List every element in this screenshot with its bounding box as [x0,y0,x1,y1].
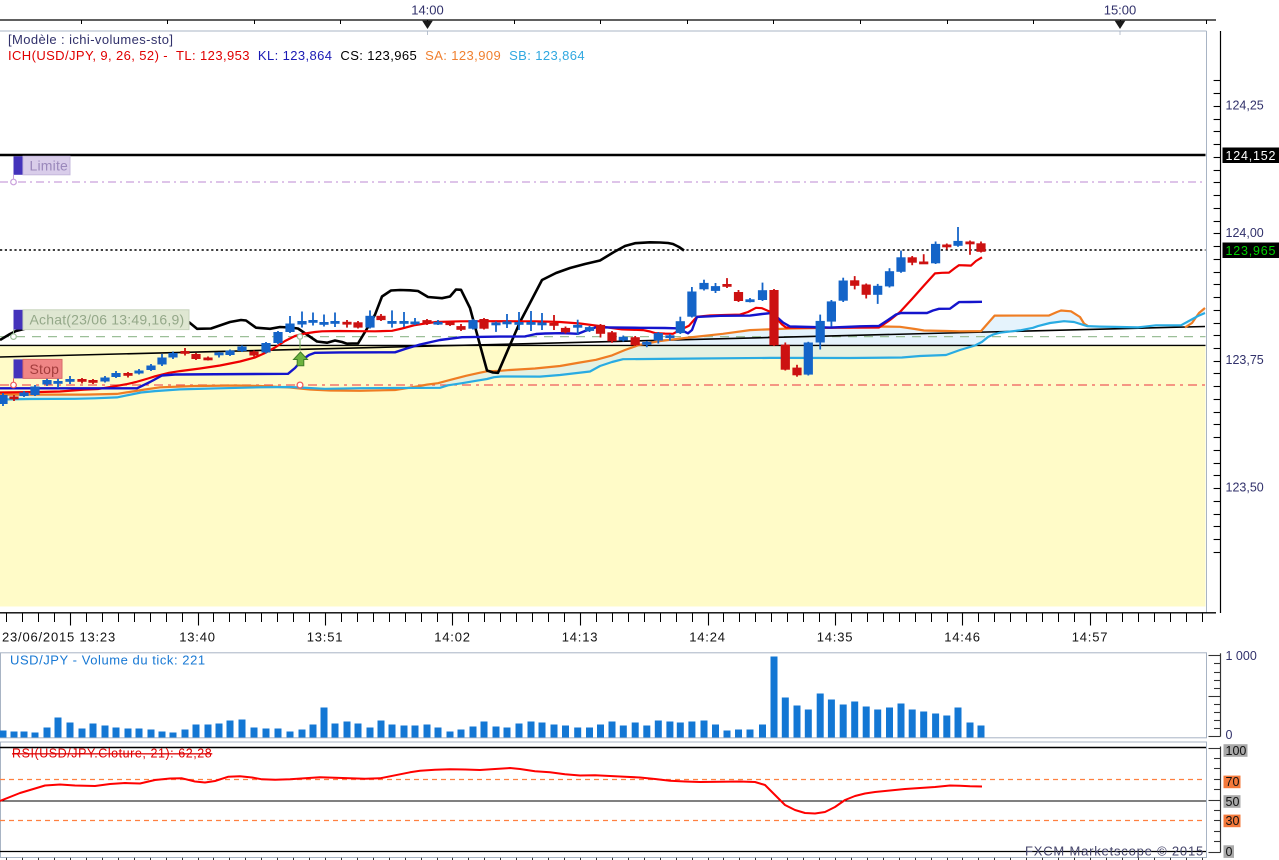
svg-text:14:02: 14:02 [434,630,471,645]
svg-text:15:00: 15:00 [1104,3,1137,18]
svg-text:14:57: 14:57 [1072,630,1109,645]
svg-text:RSI(USD/JPY.Cloture, 21): 62,2: RSI(USD/JPY.Cloture, 21): 62,28 [12,747,212,761]
svg-text:14:46: 14:46 [944,630,981,645]
svg-text:13:40: 13:40 [179,630,216,645]
svg-text:14:00: 14:00 [411,3,444,18]
svg-text:14:35: 14:35 [817,630,854,645]
svg-text:123,75: 123,75 [1226,353,1264,367]
svg-text:14:13: 14:13 [562,630,599,645]
svg-text:23/06/2015 13:23: 23/06/2015 13:23 [2,630,116,645]
svg-text:0: 0 [1226,728,1233,742]
svg-text:30: 30 [1226,814,1240,828]
svg-text:14:24: 14:24 [689,630,726,645]
svg-text:Achat(23/06 13:49,16,9): Achat(23/06 13:49,16,9) [30,312,185,328]
svg-text:123,965: 123,965 [1226,244,1277,258]
svg-text:124,25: 124,25 [1226,98,1264,112]
svg-text:1 000: 1 000 [1226,649,1257,663]
svg-text:Limite: Limite [30,158,69,174]
svg-text:123,50: 123,50 [1226,481,1264,495]
svg-text:[Modèle : ichi-volumes-sto]: [Modèle : ichi-volumes-sto] [8,32,173,47]
svg-text:50: 50 [1226,795,1240,809]
svg-text:USD/JPY - Volume du tick: 221: USD/JPY - Volume du tick: 221 [10,653,206,668]
svg-text:Stop: Stop [30,361,60,377]
svg-text:FXCM Marketscope © 2015: FXCM Marketscope © 2015 [1025,844,1204,859]
svg-text:ICH(USD/JPY, 9, 26, 52) - TL:: ICH(USD/JPY, 9, 26, 52) - TL: 123,953 KL… [8,48,585,63]
svg-text:124,00: 124,00 [1226,226,1264,240]
svg-text:70: 70 [1226,775,1240,789]
svg-text:13:51: 13:51 [307,630,344,645]
svg-text:100: 100 [1226,744,1247,758]
svg-text:124,152: 124,152 [1226,149,1277,163]
svg-text:0: 0 [1226,845,1233,859]
